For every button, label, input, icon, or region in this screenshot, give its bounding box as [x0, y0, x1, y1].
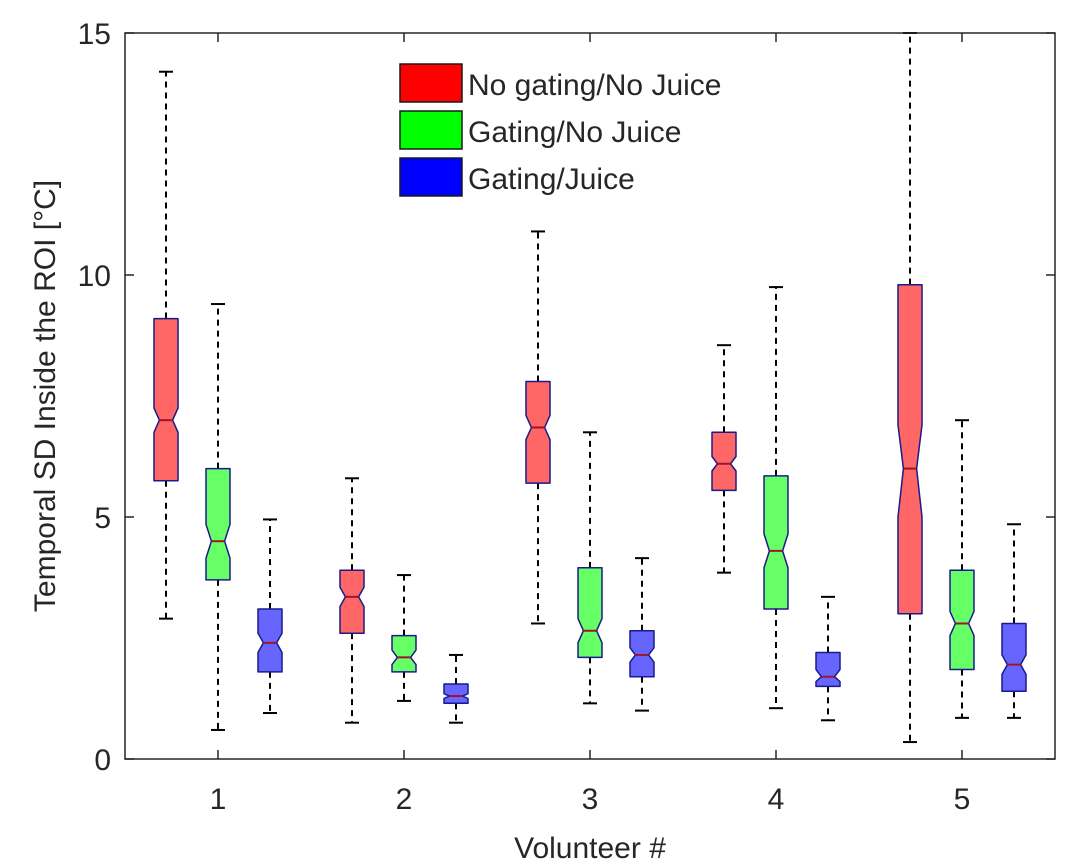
x-tick-label: 3 — [582, 783, 599, 816]
notched-box — [815, 651, 841, 688]
notched-box — [391, 634, 417, 673]
x-axis-label: Volunteer # — [514, 832, 666, 865]
x-tick-label: 1 — [210, 783, 227, 816]
box-gating-juice-volunteer-3 — [629, 557, 655, 712]
notched-box — [257, 608, 283, 673]
box-gating-no-juice-volunteer-3 — [577, 431, 603, 705]
x-tick-label: 4 — [768, 783, 785, 816]
notched-box — [205, 467, 231, 581]
box-no-gating-no-juice-volunteer-5 — [897, 32, 923, 744]
x-tick-label: 2 — [396, 783, 413, 816]
legend-item-gating-no-juice: Gating/No Juice — [399, 110, 681, 150]
legend-swatch — [399, 63, 463, 103]
box-no-gating-no-juice-volunteer-4 — [711, 344, 737, 574]
legend-item-gating-juice: Gating/Juice — [399, 157, 635, 197]
notched-box — [525, 380, 551, 484]
legend-label: No gating/No Juice — [468, 69, 721, 102]
box-gating-juice-volunteer-2 — [443, 653, 469, 724]
legend-swatch — [399, 110, 463, 150]
notched-box — [711, 431, 737, 492]
notched-box — [897, 283, 923, 615]
box-gating-no-juice-volunteer-4 — [763, 286, 789, 710]
box-gating-juice-volunteer-5 — [1001, 523, 1027, 719]
y-tick-label: 10 — [78, 260, 111, 293]
y-axis: 0 5 10 15 — [78, 18, 1055, 777]
legend-label: Gating/No Juice — [468, 116, 681, 149]
notched-box — [1001, 622, 1027, 692]
notched-box — [339, 569, 365, 634]
box-gating-juice-volunteer-1 — [257, 518, 283, 715]
x-axis: 1 2 3 4 5 — [210, 33, 971, 816]
y-axis-label: Temporal SD Inside the ROI [°C] — [29, 180, 62, 612]
box-gating-no-juice-volunteer-1 — [205, 303, 231, 731]
notched-box — [949, 569, 975, 671]
notched-box — [763, 475, 789, 610]
box-no-gating-no-juice-volunteer-3 — [525, 230, 551, 625]
notched-box — [577, 567, 603, 659]
y-tick-label: 5 — [94, 502, 111, 535]
box-no-gating-no-juice-volunteer-2 — [339, 477, 365, 724]
notched-box — [443, 683, 469, 705]
legend-item-no-gating-no-juice: No gating/No Juice — [399, 63, 721, 103]
notched-box — [153, 317, 179, 482]
box-no-gating-no-juice-volunteer-1 — [153, 70, 179, 620]
notched-box — [629, 629, 655, 678]
plot-area — [153, 32, 1027, 744]
box-gating-no-juice-volunteer-5 — [949, 419, 975, 719]
y-tick-label: 0 — [94, 744, 111, 777]
box-gating-no-juice-volunteer-2 — [391, 574, 417, 702]
y-tick-label: 15 — [78, 18, 111, 51]
legend: No gating/No Juice Gating/No Juice Gating/… — [399, 63, 721, 197]
legend-label: Gating/Juice — [468, 163, 635, 196]
x-tick-label: 5 — [954, 783, 971, 816]
box-gating-juice-volunteer-4 — [815, 595, 841, 722]
legend-swatch — [399, 157, 463, 197]
